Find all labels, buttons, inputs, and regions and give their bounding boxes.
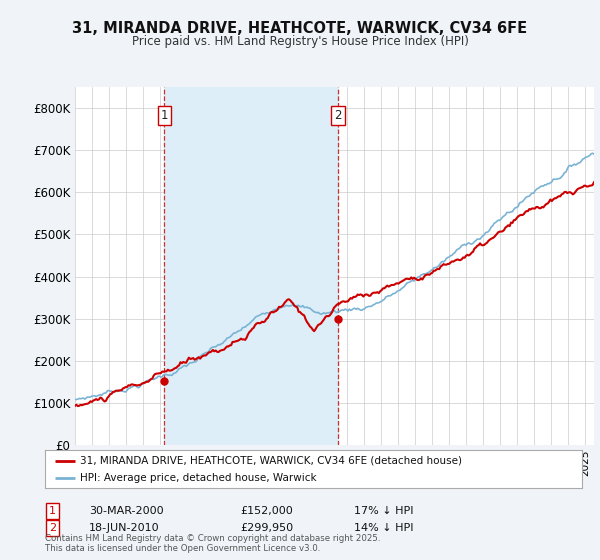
Text: 1: 1 bbox=[161, 109, 168, 122]
Text: Price paid vs. HM Land Registry's House Price Index (HPI): Price paid vs. HM Land Registry's House … bbox=[131, 35, 469, 48]
Text: £299,950: £299,950 bbox=[240, 523, 293, 533]
Text: 2: 2 bbox=[334, 109, 342, 122]
Text: 1: 1 bbox=[49, 506, 56, 516]
Text: 18-JUN-2010: 18-JUN-2010 bbox=[89, 523, 160, 533]
Text: 31, MIRANDA DRIVE, HEATHCOTE, WARWICK, CV34 6FE (detached house): 31, MIRANDA DRIVE, HEATHCOTE, WARWICK, C… bbox=[80, 455, 462, 465]
Text: 2: 2 bbox=[49, 523, 56, 533]
Text: 14% ↓ HPI: 14% ↓ HPI bbox=[354, 523, 413, 533]
Text: 17% ↓ HPI: 17% ↓ HPI bbox=[354, 506, 413, 516]
Text: Contains HM Land Registry data © Crown copyright and database right 2025.
This d: Contains HM Land Registry data © Crown c… bbox=[45, 534, 380, 553]
Bar bbox=[164, 87, 338, 445]
Text: HPI: Average price, detached house, Warwick: HPI: Average price, detached house, Warw… bbox=[80, 473, 317, 483]
Text: 31, MIRANDA DRIVE, HEATHCOTE, WARWICK, CV34 6FE: 31, MIRANDA DRIVE, HEATHCOTE, WARWICK, C… bbox=[73, 21, 527, 36]
Text: £152,000: £152,000 bbox=[240, 506, 293, 516]
Text: 30-MAR-2000: 30-MAR-2000 bbox=[89, 506, 163, 516]
